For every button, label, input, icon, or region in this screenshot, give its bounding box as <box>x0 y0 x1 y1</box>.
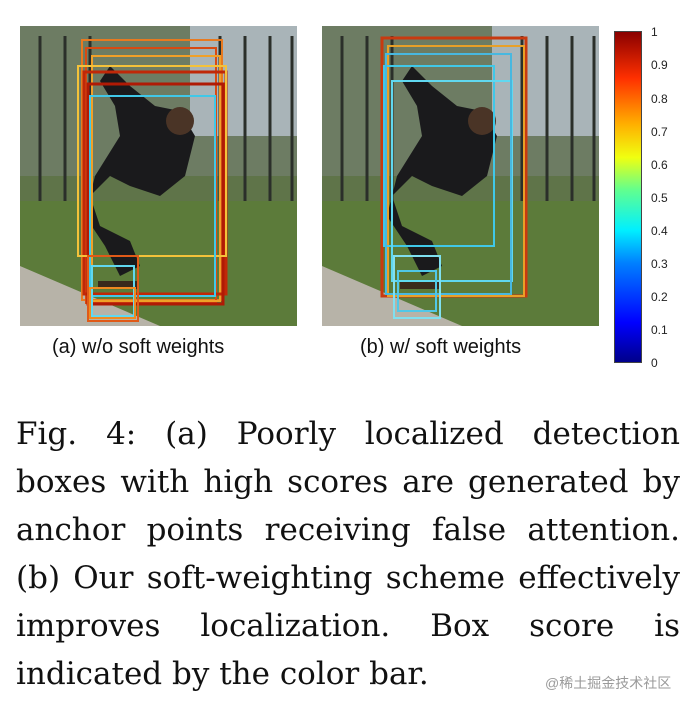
figure-caption: Fig. 4: (a) Poorly localized detection b… <box>16 416 680 692</box>
photo-with-soft-weights <box>322 26 599 326</box>
colorbar-tick: 0.8 <box>651 92 668 106</box>
colorbar-tick: 0.5 <box>651 191 668 205</box>
subcaption-b: (b) w/ soft weights <box>360 336 522 358</box>
colorbar-tick: 0 <box>651 356 658 370</box>
colorbar-tick: 0.4 <box>651 224 668 238</box>
subcaption-a: (a) w/o soft weights <box>52 336 225 358</box>
colorbar-tick: 0.9 <box>651 58 668 72</box>
score-colorbar <box>614 31 642 363</box>
colorbar-tick: 0.1 <box>651 323 668 337</box>
photo-without-soft-weights <box>20 26 297 326</box>
colorbar-tick: 1 <box>651 25 658 39</box>
colorbar-tick: 0.6 <box>651 158 668 172</box>
colorbar-tick: 0.2 <box>651 290 668 304</box>
colorbar-tick: 0.7 <box>651 125 668 139</box>
watermark: @稀土掘金技术社区 <box>545 675 672 691</box>
colorbar-tick: 0.3 <box>651 257 668 271</box>
